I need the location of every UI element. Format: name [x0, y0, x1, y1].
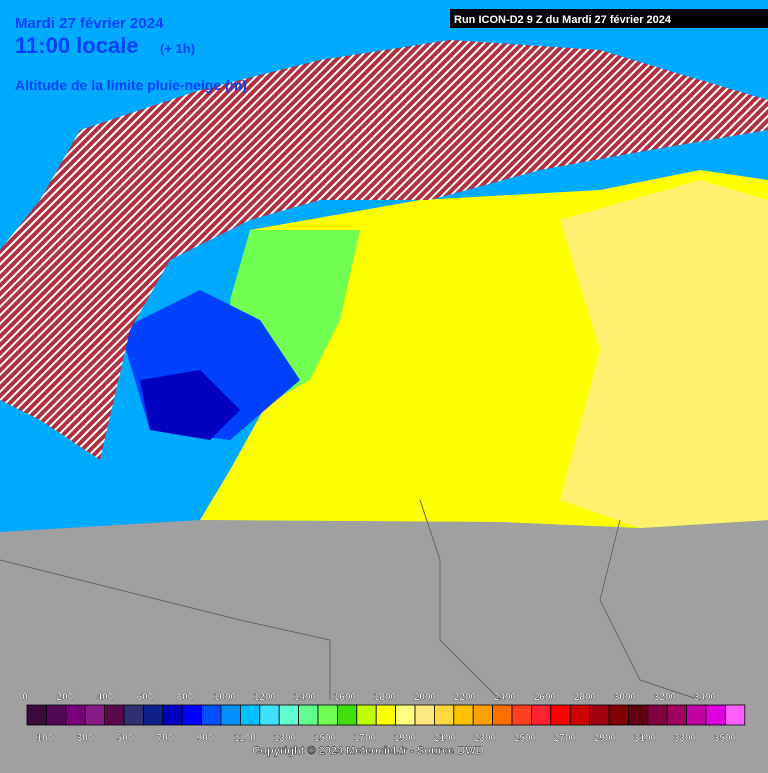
color-swatch [666, 704, 688, 726]
border [0, 559, 331, 700]
color-swatch [123, 704, 144, 726]
color-swatch [628, 704, 649, 726]
run-title: Run ICON-D2 9 Z du Mardi 27 février 2024 [454, 14, 672, 26]
legend-label: 400 [97, 692, 114, 703]
border [419, 499, 501, 701]
color-swatch [550, 704, 571, 726]
colorbar: 0 100 200 300 400 500 600 700 800 900 1000 1100 1200… [22, 692, 746, 744]
legend-label: 1800 [374, 692, 397, 703]
legend-label: 200 [57, 692, 74, 703]
color-swatch [239, 704, 261, 726]
legend-label: 1700 [354, 733, 377, 744]
legend-label: 2800 [574, 692, 597, 703]
legend-label: 3500 [714, 733, 737, 744]
color-swatch [317, 704, 338, 726]
legend-label: 300 [77, 733, 94, 744]
legend-label: 1400 [294, 692, 317, 703]
legend-label: 1300 [274, 733, 297, 744]
border [599, 519, 701, 701]
plain-area-east [560, 180, 768, 528]
color-swatch [46, 704, 67, 726]
color-swatch [201, 704, 222, 726]
color-swatch [298, 704, 319, 726]
low-core [140, 370, 240, 440]
color-swatch [569, 704, 591, 726]
color-swatch [142, 704, 164, 726]
color-swatch [433, 704, 455, 726]
color-swatch [453, 704, 474, 726]
parameter: Altitude de la limite pluie-neige (m) [15, 77, 247, 93]
legend-label: 1200 [254, 692, 277, 703]
alps [0, 40, 768, 460]
legend-label: 900 [197, 733, 214, 744]
date: Mardi 27 février 2024 [15, 15, 164, 32]
color-swatch [608, 704, 629, 726]
color-swatch [375, 704, 397, 726]
color-swatch [647, 704, 668, 726]
legend-label: 0 [22, 692, 28, 703]
legend-label: 2200 [454, 692, 477, 703]
legend-label: 2600 [534, 692, 557, 703]
legend-label: 3300 [674, 733, 697, 744]
legend-label: 2500 [514, 733, 537, 744]
color-swatch [181, 704, 202, 726]
legend-label: 800 [177, 692, 194, 703]
legend-label: 2900 [594, 733, 617, 744]
color-swatch [336, 704, 358, 726]
color-swatch [531, 704, 552, 726]
color-swatch [511, 704, 532, 726]
color-swatch [725, 704, 746, 726]
color-swatch [492, 704, 513, 726]
legend-label: 1500 [314, 733, 337, 744]
legend-label: 100 [37, 733, 54, 744]
color-swatch [686, 704, 707, 726]
color-swatch [26, 704, 47, 726]
legend-label: 3400 [694, 692, 717, 703]
color-swatch [259, 704, 280, 726]
color-swatch [356, 704, 377, 726]
legend-label: 500 [117, 733, 134, 744]
color-swatch [589, 704, 610, 726]
legend-label: 1900 [394, 733, 417, 744]
legend-label: 2000 [414, 692, 437, 703]
color-swatch [65, 704, 86, 726]
color-swatch [705, 704, 726, 726]
legend-label: 2400 [494, 692, 517, 703]
color-swatch [414, 704, 435, 726]
legend-label: 1600 [334, 692, 357, 703]
color-swatch [278, 704, 300, 726]
legend-label: 3100 [634, 733, 657, 744]
legend-label: 700 [157, 733, 174, 744]
color-swatch [472, 704, 494, 726]
copyright: Copyright © 2024 Meteociel.fr - Source D… [252, 745, 483, 757]
legend-label: 2300 [474, 733, 497, 744]
color-swatch [395, 704, 416, 726]
color-swatch [162, 704, 183, 726]
legend-label: 2700 [554, 733, 577, 744]
legend-label: 1100 [234, 733, 256, 744]
legend-label: 1000 [214, 692, 237, 703]
legend-label: 2100 [434, 733, 457, 744]
color-swatch [220, 704, 241, 726]
run-banner [450, 9, 768, 28]
legend-label: 3200 [654, 692, 677, 703]
legend-label: 3000 [614, 692, 637, 703]
time-offset: (+ 1h) [160, 41, 195, 56]
color-swatch [104, 704, 125, 726]
time: 11:00 locale [15, 33, 139, 58]
color-swatch [84, 704, 105, 726]
legend-label: 600 [137, 692, 154, 703]
